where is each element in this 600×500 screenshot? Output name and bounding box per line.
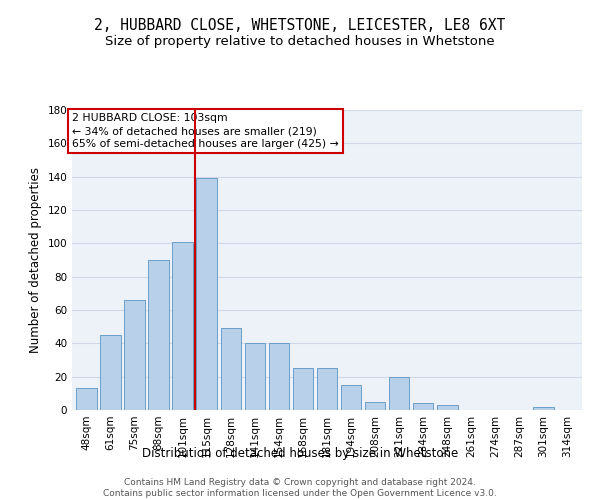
Text: Distribution of detached houses by size in Whetstone: Distribution of detached houses by size … <box>142 448 458 460</box>
Bar <box>365 402 385 410</box>
Bar <box>245 344 265 410</box>
Bar <box>100 335 121 410</box>
Bar <box>533 406 554 410</box>
Bar <box>148 260 169 410</box>
Bar <box>221 328 241 410</box>
Bar <box>76 388 97 410</box>
Y-axis label: Number of detached properties: Number of detached properties <box>29 167 42 353</box>
Bar <box>341 385 361 410</box>
Bar <box>437 405 458 410</box>
Bar <box>389 376 409 410</box>
Text: 2, HUBBARD CLOSE, WHETSTONE, LEICESTER, LE8 6XT: 2, HUBBARD CLOSE, WHETSTONE, LEICESTER, … <box>94 18 506 32</box>
Bar <box>196 178 217 410</box>
Bar <box>317 368 337 410</box>
Bar <box>172 242 193 410</box>
Text: 2 HUBBARD CLOSE: 103sqm
← 34% of detached houses are smaller (219)
65% of semi-d: 2 HUBBARD CLOSE: 103sqm ← 34% of detache… <box>72 113 339 150</box>
Bar <box>269 344 289 410</box>
Text: Size of property relative to detached houses in Whetstone: Size of property relative to detached ho… <box>105 35 495 48</box>
Bar <box>293 368 313 410</box>
Text: Contains HM Land Registry data © Crown copyright and database right 2024.
Contai: Contains HM Land Registry data © Crown c… <box>103 478 497 498</box>
Bar <box>413 404 433 410</box>
Bar <box>124 300 145 410</box>
